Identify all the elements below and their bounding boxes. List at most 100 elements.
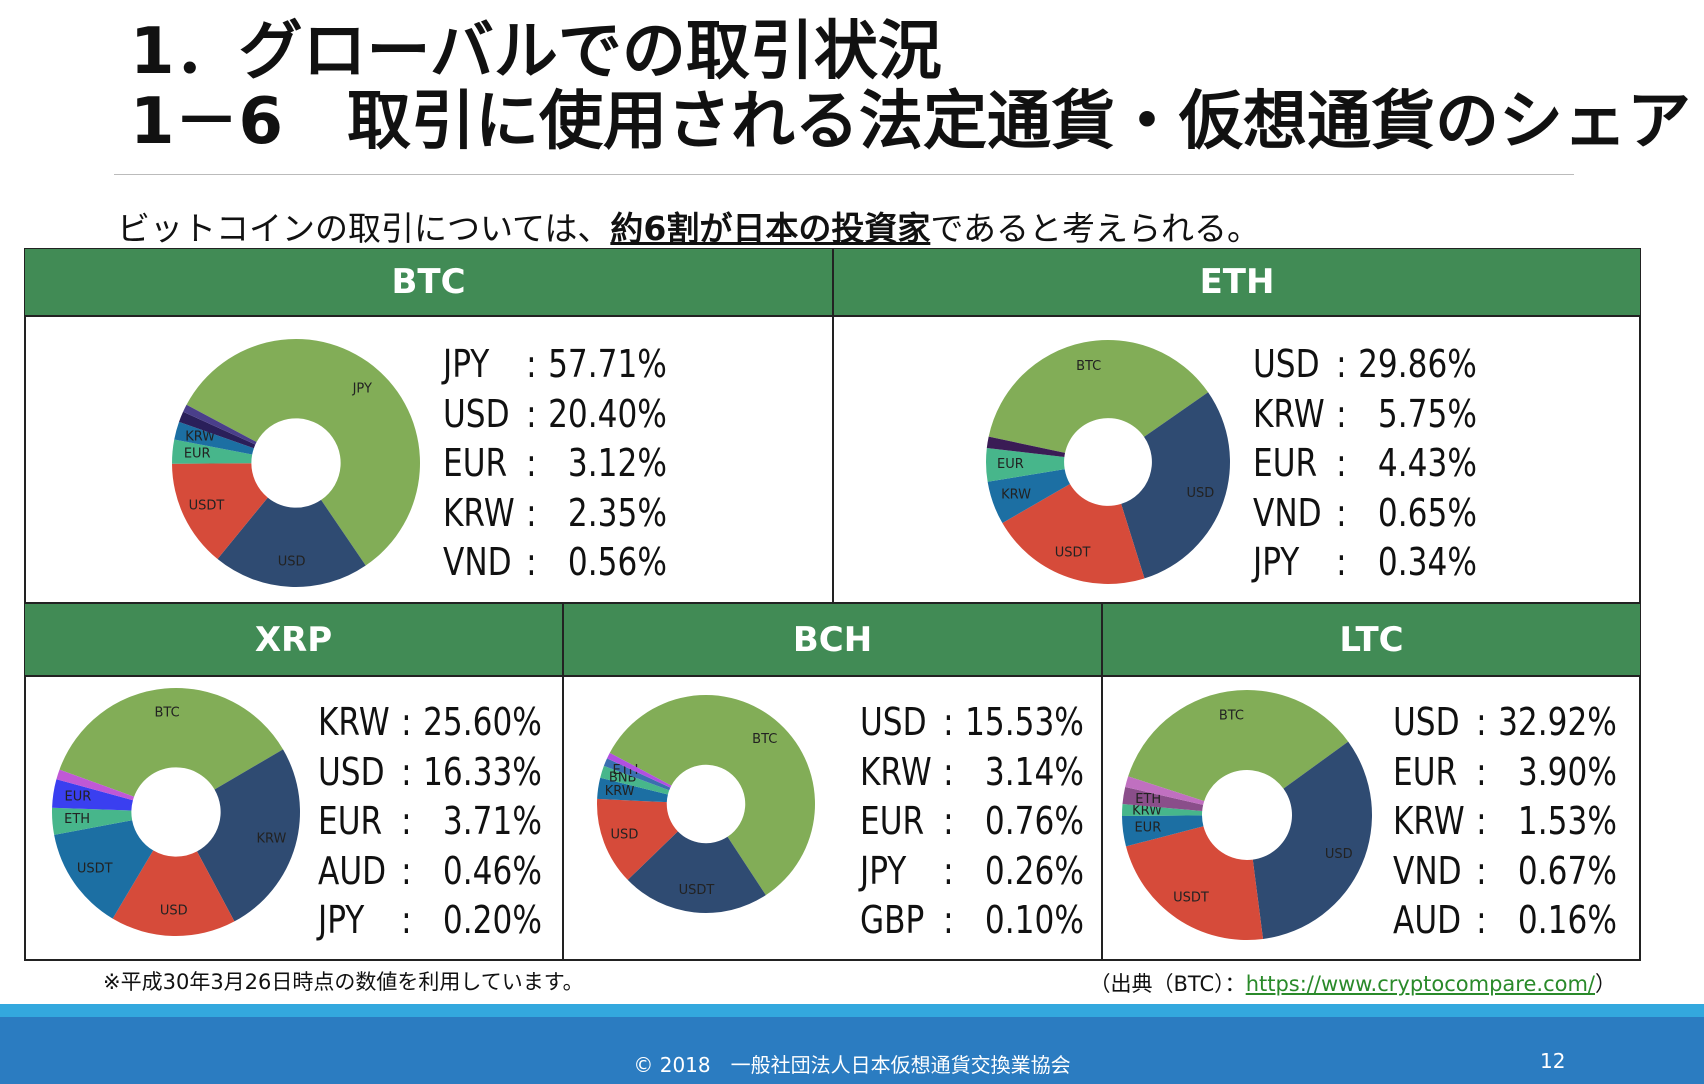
- currency-code: VND: [1253, 490, 1322, 535]
- panel-body: [563, 676, 1102, 961]
- separator: :: [943, 700, 954, 744]
- currency-code: EUR: [1253, 441, 1318, 485]
- separator: :: [526, 342, 537, 386]
- currency-code: VND: [443, 540, 512, 584]
- separator: :: [401, 700, 412, 744]
- separator: :: [401, 848, 412, 893]
- lead-emphasis: 約6割が日本の投資家: [610, 209, 931, 248]
- currency-code: EUR: [443, 441, 508, 485]
- panel-header: ETH: [833, 248, 1641, 316]
- separator: :: [526, 391, 537, 436]
- panel-header: LTC: [1102, 603, 1641, 676]
- currency-code: JPY: [860, 848, 907, 893]
- share-list: USD:29.86% KRW:5.75% EUR:4.43% VND:0.65% JPY…: [1253, 340, 1477, 588]
- share-value: 32.92%: [1498, 700, 1617, 744]
- separator: :: [1336, 391, 1347, 436]
- currency-code: USD: [443, 391, 510, 436]
- currency-code: JPY: [1253, 540, 1300, 584]
- share-value: 1.53%: [1517, 799, 1617, 843]
- source-link[interactable]: https://www.cryptocompare.com/: [1245, 972, 1595, 996]
- footer-band: [0, 1017, 1704, 1084]
- share-value: 25.60%: [423, 700, 542, 744]
- currency-code: AUD: [318, 848, 387, 893]
- currency-code: USD: [318, 749, 385, 794]
- separator: :: [1476, 799, 1487, 843]
- share-value: 0.76%: [984, 799, 1084, 843]
- share-value: 3.90%: [1517, 749, 1617, 794]
- currency-code: KRW: [1253, 391, 1325, 436]
- share-value: 2.35%: [567, 490, 667, 535]
- share-value: 5.75%: [1377, 391, 1477, 436]
- share-value: 57.71%: [548, 342, 667, 386]
- share-value: 4.43%: [1377, 441, 1477, 485]
- share-value: 29.86%: [1358, 342, 1477, 386]
- share-list: USD:32.92% EUR:3.90% KRW:1.53% VND:0.67% AUD…: [1393, 698, 1617, 946]
- currency-code: USD: [1253, 342, 1320, 386]
- separator: :: [943, 848, 954, 893]
- share-list: USD:15.53% KRW:3.14% EUR:0.76% JPY:0.26% GBP…: [860, 698, 1084, 946]
- share-value: 0.16%: [1517, 898, 1617, 942]
- separator: :: [1336, 540, 1347, 584]
- panel-body: [1102, 676, 1641, 961]
- separator: :: [526, 490, 537, 535]
- share-value: 3.14%: [984, 749, 1084, 794]
- separator: :: [401, 898, 412, 942]
- panel-header: BTC: [24, 248, 833, 316]
- share-value: 0.65%: [1377, 490, 1477, 535]
- footnote: ※平成30年3月26日時点の数値を利用しています。: [103, 970, 584, 994]
- share-value: 0.26%: [984, 848, 1084, 893]
- footer-stripe: [0, 1004, 1704, 1017]
- separator: :: [1476, 898, 1487, 942]
- share-value: 15.53%: [965, 700, 1084, 744]
- source: （出典（BTC）：https://www.cryptocompare.com/）: [1090, 968, 1616, 998]
- copyright: © 2018 一般社団法人日本仮想通貨交換業協会: [633, 1053, 1071, 1077]
- currency-code: USD: [860, 700, 927, 744]
- currency-code: KRW: [318, 700, 390, 744]
- lead-text: であると考えられる。: [930, 209, 1260, 248]
- currency-code: KRW: [1393, 799, 1465, 843]
- share-value: 0.46%: [442, 848, 542, 893]
- separator: :: [943, 898, 954, 942]
- source-text: ）: [1595, 972, 1616, 996]
- share-value: 3.71%: [442, 799, 542, 843]
- separator: :: [1336, 441, 1347, 485]
- currency-code: GBP: [860, 898, 925, 942]
- title: 1．グローバルでの取引状況: [130, 15, 942, 89]
- panel-body: [24, 316, 833, 603]
- separator: :: [401, 799, 412, 843]
- share-value: 20.40%: [548, 391, 667, 436]
- separator: :: [526, 441, 537, 485]
- currency-code: EUR: [860, 799, 925, 843]
- currency-code: VND: [1393, 848, 1462, 893]
- currency-code: JPY: [318, 898, 365, 942]
- share-value: 0.34%: [1377, 540, 1477, 584]
- share-list: JPY:57.71% USD:20.40% EUR:3.12% KRW:2.35% VN…: [443, 340, 667, 588]
- separator: :: [526, 540, 537, 584]
- separator: :: [1336, 342, 1347, 386]
- separator: :: [943, 749, 954, 794]
- share-list: KRW:25.60% USD:16.33% EUR:3.71% AUD:0.46% JP…: [318, 698, 542, 946]
- separator: :: [1336, 490, 1347, 535]
- currency-code: AUD: [1393, 898, 1462, 942]
- share-value: 0.10%: [984, 898, 1084, 942]
- separator: :: [943, 799, 954, 843]
- currency-code: KRW: [443, 490, 515, 535]
- divider: [114, 174, 1574, 175]
- share-value: 16.33%: [423, 749, 542, 794]
- lead-text: ビットコインの取引については、: [117, 209, 611, 248]
- currency-code: EUR: [318, 799, 383, 843]
- panel-body: [24, 676, 563, 961]
- share-value: 3.12%: [567, 441, 667, 485]
- separator: :: [401, 749, 412, 794]
- source-text: （出典（BTC）：: [1089, 972, 1246, 996]
- currency-code: JPY: [443, 342, 490, 386]
- currency-code: KRW: [860, 749, 932, 794]
- panel-header: XRP: [24, 603, 563, 676]
- currency-code: EUR: [1393, 749, 1458, 794]
- separator: :: [1476, 848, 1487, 893]
- page-number: 12: [1540, 1049, 1566, 1073]
- share-value: 0.56%: [567, 540, 667, 584]
- panel-header: BCH: [563, 603, 1102, 676]
- subtitle: 1－6 取引に使用される法定通貨・仮想通貨のシェア: [130, 85, 1692, 159]
